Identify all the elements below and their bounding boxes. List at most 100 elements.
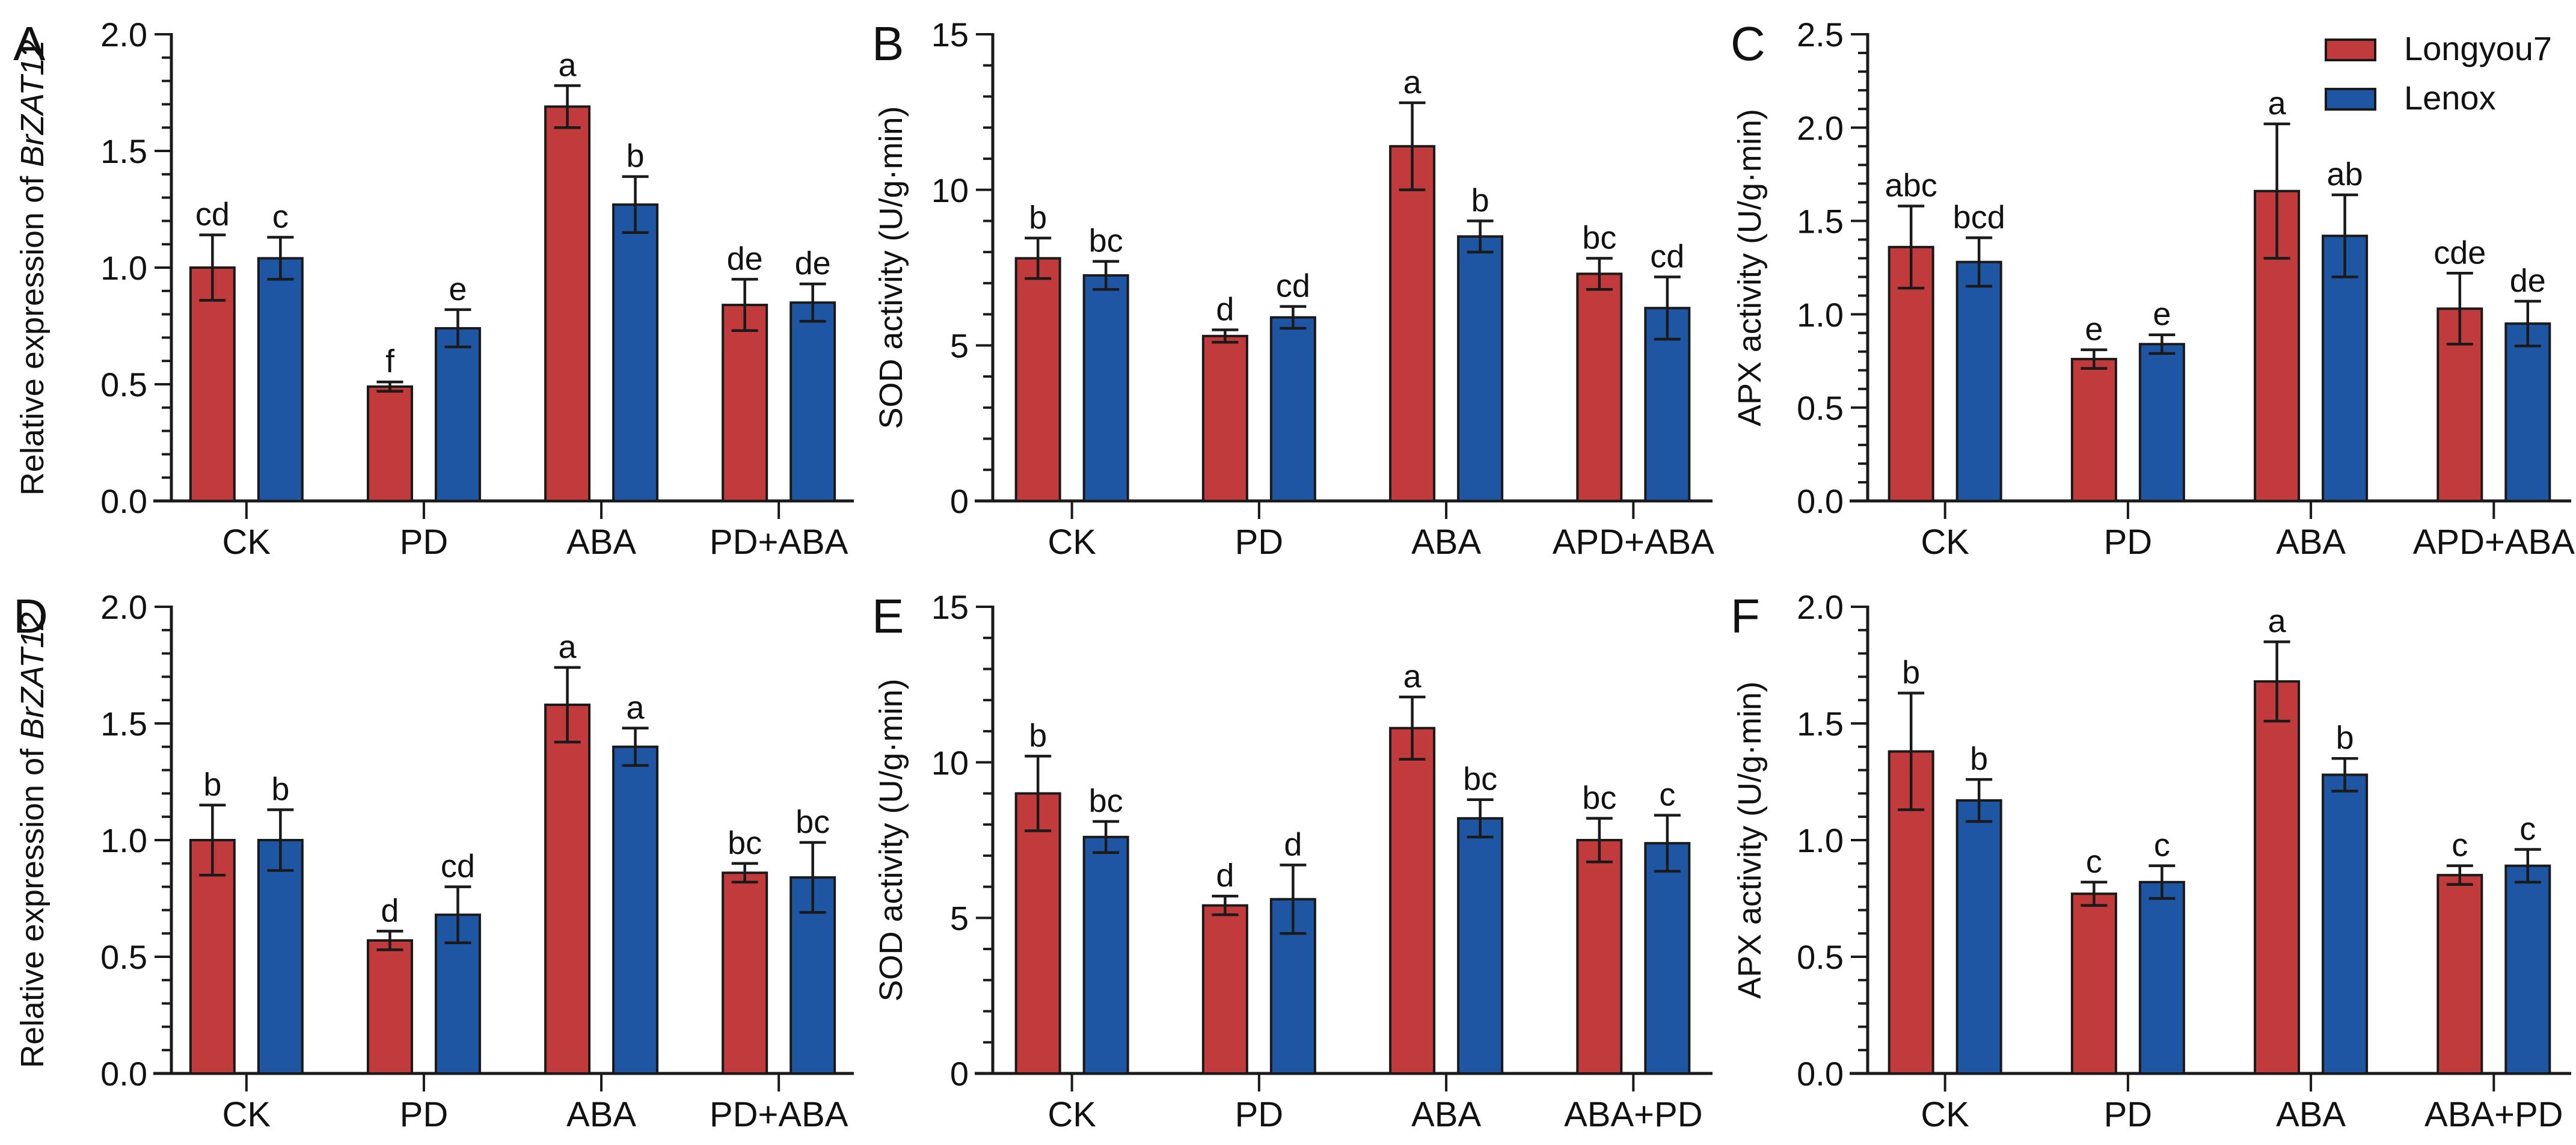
sig-letter: a bbox=[1403, 658, 1422, 695]
y-tick-label: 1.0 bbox=[100, 249, 147, 287]
bar-lenox-ck bbox=[257, 257, 304, 502]
x-category-label: ABA bbox=[2276, 1095, 2346, 1134]
sig-letter: d bbox=[381, 892, 399, 929]
y-tick-label: 0.5 bbox=[100, 366, 147, 404]
bar-longyou7-aba+pd bbox=[2436, 874, 2483, 1075]
legend-label-lenox: Lenox bbox=[2404, 79, 2496, 117]
sig-letter: a bbox=[2268, 603, 2287, 639]
x-category-label: ABA bbox=[1411, 1095, 1481, 1134]
x-category-label: APD+ABA bbox=[1553, 523, 1714, 562]
sig-letter: bc bbox=[1582, 780, 1616, 816]
x-category-label: PD bbox=[2104, 1095, 2153, 1134]
y-tick-label: 0.5 bbox=[1797, 938, 1844, 976]
bar-longyou7-ck bbox=[1014, 792, 1061, 1075]
bar-lenox-aba+pd bbox=[2504, 864, 2551, 1075]
y-tick-label: 15 bbox=[931, 588, 969, 626]
panel-letter: D bbox=[13, 589, 48, 643]
x-category-label: PD+ABA bbox=[710, 523, 848, 562]
y-axis-label: Relative expression of BrZAT12 bbox=[14, 612, 51, 1068]
x-category-label: APD+ABA bbox=[2413, 523, 2575, 562]
y-axis-label: SOD activity (U/g·min) bbox=[873, 678, 909, 1001]
sig-letter: cd bbox=[195, 197, 230, 233]
x-category-label: CK bbox=[222, 1095, 271, 1134]
y-tick-label: 1.5 bbox=[100, 705, 147, 743]
y-axis-label: Relative expression of BrZAT12 bbox=[14, 40, 51, 496]
x-category-label: ABA bbox=[1411, 523, 1481, 562]
bar-lenox-aba+pd bbox=[1644, 842, 1691, 1075]
sig-letter: bc bbox=[728, 825, 762, 861]
sig-letter: bc bbox=[796, 804, 830, 840]
y-axis-label: APX activity (U/g·min) bbox=[1732, 109, 1768, 426]
sig-letter: cde bbox=[2433, 235, 2486, 271]
sig-letter: cd bbox=[441, 849, 475, 885]
y-tick-label: 0.5 bbox=[1797, 389, 1844, 427]
sig-letter: b bbox=[271, 772, 289, 808]
bar-longyou7-pd+aba bbox=[722, 304, 768, 502]
sig-letter: bc bbox=[1089, 223, 1123, 259]
panel-d-chart: 0.0 0.5 1.0 1.5 2.0 CK PD ABA PD+ABA Relative exp… bbox=[13, 588, 854, 1134]
sig-letter: c bbox=[2452, 827, 2468, 864]
sig-letter: d bbox=[1284, 826, 1302, 862]
sig-letter: bc bbox=[1463, 761, 1497, 797]
bar-lenox-ck bbox=[1082, 835, 1129, 1075]
y-tick-label: 5 bbox=[950, 327, 969, 364]
y-axis-label: APX activity (U/g·min) bbox=[1732, 681, 1768, 999]
y-tick-label: 5 bbox=[950, 899, 969, 937]
sig-letter: f bbox=[385, 343, 395, 379]
bar-longyou7-pd bbox=[366, 939, 413, 1075]
sig-letter: e bbox=[2153, 296, 2171, 333]
sig-letter: cd bbox=[1276, 268, 1310, 304]
panel-a-chart: 0.0 0.5 1.0 1.5 2.0 CK PD ABA PD+ABA Relative exp… bbox=[13, 16, 854, 562]
panel-f-chart: 0.0 0.5 1.0 1.5 2.0 CK PD ABA ABA+PD APX activity… bbox=[1731, 588, 2571, 1134]
x-category-label: ABA+PD bbox=[2424, 1095, 2563, 1134]
x-category-label: CK bbox=[1047, 523, 1096, 562]
bar-lenox-aba bbox=[1457, 235, 1504, 502]
sig-letter: ab bbox=[2327, 156, 2363, 192]
sig-letter: de bbox=[2510, 263, 2546, 299]
sig-letter: d bbox=[1216, 858, 1234, 894]
sig-letter: b bbox=[2336, 720, 2354, 756]
x-category-label: ABA bbox=[2276, 523, 2346, 562]
x-category-label: CK bbox=[222, 523, 271, 562]
bar-lenox-pd bbox=[2138, 343, 2185, 502]
sig-letter: bc bbox=[1582, 219, 1616, 256]
sig-letter: abc bbox=[1885, 168, 1937, 204]
x-category-label: PD bbox=[2104, 523, 2153, 562]
sig-letter: b bbox=[1902, 655, 1920, 691]
y-tick-label: 15 bbox=[931, 16, 969, 54]
y-tick-label: 1.0 bbox=[1797, 821, 1844, 859]
bar-longyou7-ck bbox=[1014, 257, 1061, 502]
panel-c-chart: 0.0 0.5 1.0 1.5 2.0 2.5 CK PD ABA APD+ABA APX acti… bbox=[1731, 16, 2575, 562]
y-tick-label: 1.5 bbox=[1797, 705, 1844, 743]
bar-longyou7-aba bbox=[544, 703, 591, 1075]
sig-letter: e bbox=[449, 271, 467, 307]
sig-letter: c bbox=[1659, 777, 1675, 813]
panel-letter: F bbox=[1731, 589, 1760, 643]
bar-longyou7-pd bbox=[366, 385, 413, 502]
y-tick-label: 0.0 bbox=[1797, 482, 1844, 520]
bar-lenox-pd bbox=[1269, 316, 1316, 502]
bar-lenox-ck bbox=[1082, 274, 1129, 502]
y-tick-label: 0.0 bbox=[100, 482, 147, 520]
sig-letter: bcd bbox=[1953, 199, 2005, 235]
sig-letter: bc bbox=[1089, 783, 1123, 819]
y-tick-label: 0 bbox=[950, 482, 969, 520]
sig-letter: c bbox=[2086, 844, 2102, 880]
legend-swatch-longyou7 bbox=[2325, 38, 2376, 61]
x-category-label: ABA+PD bbox=[1564, 1095, 1703, 1134]
panel-letter: C bbox=[1731, 17, 1765, 70]
sig-letter: d bbox=[1216, 291, 1234, 327]
sig-letter: cd bbox=[1650, 239, 1684, 275]
panel-letter: E bbox=[872, 589, 904, 643]
sig-letter: b bbox=[203, 767, 221, 803]
panel-b-container: 0 5 10 15 CK PD ABA APD+ABA SOD activity (U/g·mi… bbox=[859, 0, 1717, 572]
legend-swatch-lenox bbox=[2325, 88, 2376, 111]
y-tick-label: 1.0 bbox=[1797, 296, 1844, 334]
x-category-label: ABA bbox=[566, 523, 636, 562]
bar-longyou7-aba bbox=[2254, 680, 2301, 1075]
bar-lenox-aba bbox=[1457, 817, 1504, 1075]
sig-letter: a bbox=[559, 47, 577, 83]
sig-letter: c bbox=[2154, 827, 2170, 864]
sig-letter: c bbox=[272, 199, 289, 235]
